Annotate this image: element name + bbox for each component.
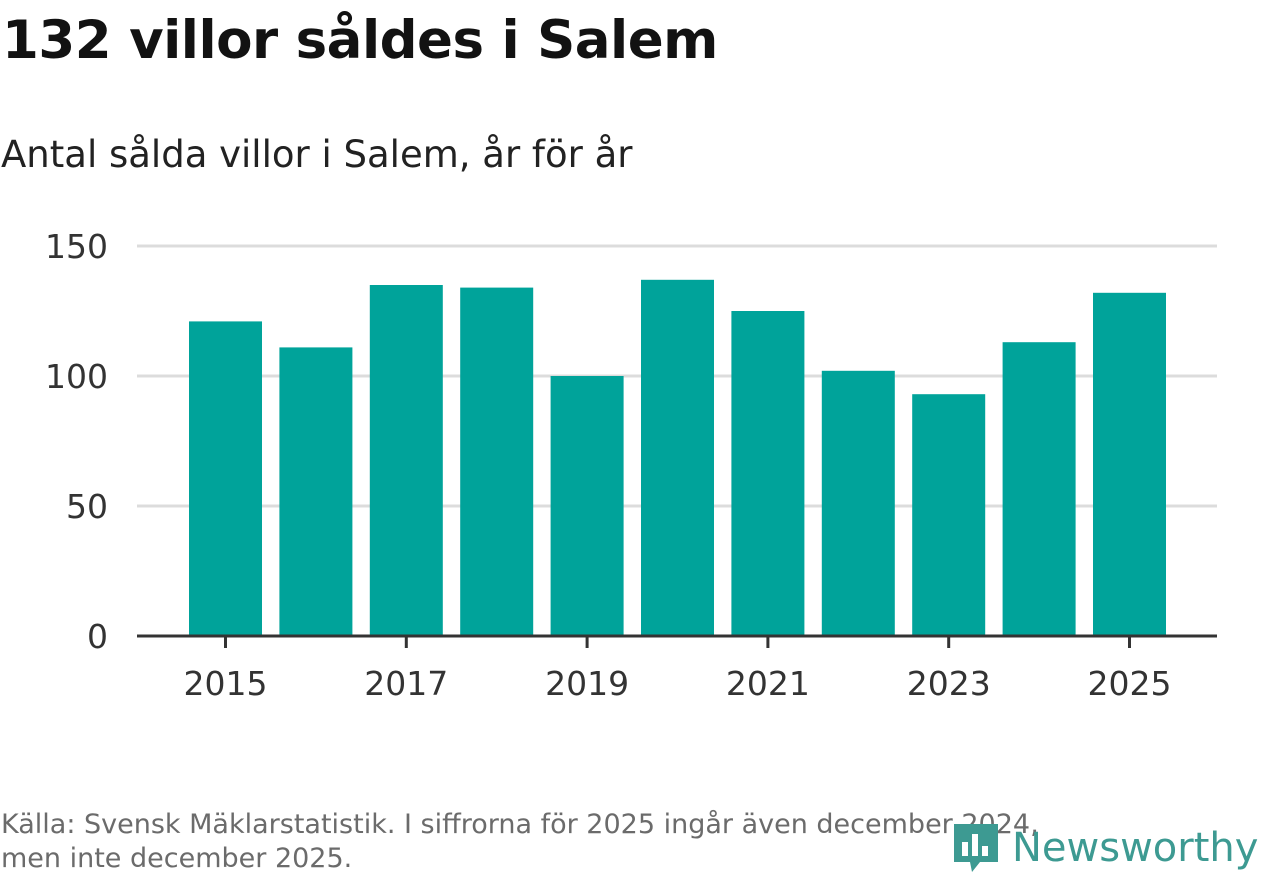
y-tick-label-0: 0 xyxy=(87,617,108,656)
y-tick-label-100: 100 xyxy=(45,357,108,396)
bar-2016 xyxy=(279,347,353,636)
bar-2023 xyxy=(912,394,986,636)
newsworthy-logo: Newsworthy xyxy=(950,820,1258,876)
bar-2015 xyxy=(189,321,262,636)
x-tick-label-2017: 2017 xyxy=(364,664,448,703)
x-tick-label-2023: 2023 xyxy=(907,664,991,703)
bar-2021 xyxy=(731,311,805,636)
source-note-line-2: men inte december 2025. xyxy=(1,843,353,874)
source-note-line-1: Källa: Svensk Mäklarstatistik. I siffror… xyxy=(1,809,1039,840)
bar-2024 xyxy=(1002,342,1076,636)
source-note: Källa: Svensk Mäklarstatistik. I siffror… xyxy=(1,808,1201,876)
x-tick-label-2025: 2025 xyxy=(1088,664,1172,703)
newsworthy-logo-icon xyxy=(954,824,998,872)
bar-2025 xyxy=(1093,292,1166,636)
bar-2020 xyxy=(641,279,714,636)
bar-2017 xyxy=(369,285,443,636)
x-tick-label-2019: 2019 xyxy=(545,664,629,703)
chart-title: 132 villor såldes i Salem xyxy=(2,10,718,71)
bar-2019 xyxy=(550,376,624,636)
labels-layer: 0 50 100 150 2015 2017 2019 2021 2023 2025 xyxy=(45,227,1171,703)
bars-layer xyxy=(189,279,1166,636)
y-tick-label-150: 150 xyxy=(45,227,108,266)
bar-2018 xyxy=(460,287,534,636)
x-tick-label-2021: 2021 xyxy=(726,664,810,703)
newsworthy-logo-text: Newsworthy xyxy=(1012,825,1259,871)
bar-2022 xyxy=(821,370,895,636)
axis-layer xyxy=(137,634,1217,648)
x-tick-label-2015: 2015 xyxy=(184,664,268,703)
y-tick-label-50: 50 xyxy=(66,487,108,526)
chart-subtitle: Antal sålda villor i Salem, år för år xyxy=(1,133,633,176)
